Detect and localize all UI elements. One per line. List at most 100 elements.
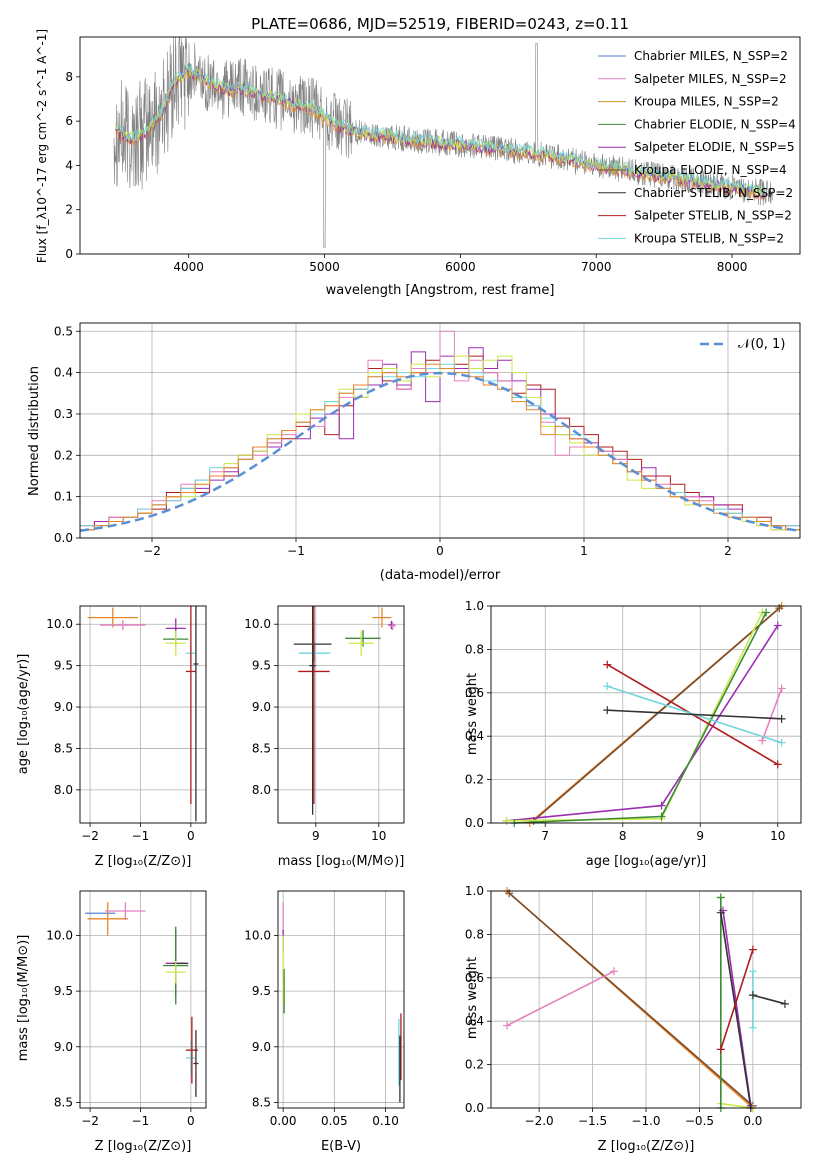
y-tick-label: 9.0 bbox=[54, 1040, 73, 1054]
plus-marker bbox=[603, 682, 612, 691]
legend-label: Chabrier STELIB, N_SSP=2 bbox=[634, 186, 793, 200]
age-weight-xlabel: age [log₁₀(age/yr)] bbox=[586, 854, 707, 869]
plus-marker bbox=[609, 967, 618, 976]
y-tick-label: 8.5 bbox=[252, 741, 271, 755]
weight-line bbox=[533, 607, 780, 822]
plus-marker bbox=[748, 945, 757, 954]
histograms bbox=[80, 330, 800, 538]
legend-label: 𝒩(0, 1) bbox=[738, 337, 785, 352]
plus-marker bbox=[603, 706, 612, 715]
x-tick-label: 9 bbox=[312, 829, 320, 843]
figure-title: PLATE=0686, MJD=52519, FIBERID=0243, z=0… bbox=[251, 15, 629, 33]
weight-line bbox=[607, 709, 782, 720]
x-tick-label: 5000 bbox=[309, 260, 340, 274]
legend-label: Salpeter ELODIE, N_SSP=5 bbox=[634, 140, 795, 154]
y-tick-label: 0.2 bbox=[465, 1058, 484, 1072]
z-mass-ylabel: mass [log₁₀(M/M⊙)] bbox=[16, 935, 31, 1062]
x-tick-label: −1.5 bbox=[578, 1114, 607, 1128]
z-age-ylabel: age [log₁₀(age/yr)] bbox=[16, 654, 31, 775]
model-spectrum bbox=[114, 63, 766, 198]
error-bars bbox=[85, 902, 199, 1097]
x-tick-label: −1 bbox=[287, 544, 305, 558]
y-tick-label: 0.5 bbox=[54, 324, 73, 338]
z-age-panel: −2 −1 0 8.0 8.5 9.0 9.5 10.0 bbox=[46, 605, 207, 843]
axes-frame bbox=[79, 322, 801, 539]
y-tick-label: 1.0 bbox=[465, 884, 484, 898]
model-spectrum bbox=[115, 63, 766, 196]
axes-frame bbox=[79, 605, 207, 824]
x-tick-label: 9 bbox=[696, 829, 704, 843]
weight-line bbox=[720, 949, 754, 1050]
axes-frame bbox=[79, 890, 207, 1109]
plus-marker bbox=[762, 608, 771, 617]
y-tick-label: 9.0 bbox=[54, 700, 73, 714]
x-tick-label: −1 bbox=[132, 829, 150, 843]
y-tick-label: 9.5 bbox=[54, 984, 73, 998]
error-bars bbox=[293, 606, 396, 815]
x-tick-label: −1 bbox=[132, 1114, 150, 1128]
y-tick-label: 0.0 bbox=[465, 816, 484, 830]
x-tick-label: 0 bbox=[436, 544, 444, 558]
plus-marker bbox=[780, 999, 789, 1008]
y-tick-label: 10.0 bbox=[244, 617, 271, 631]
weight-line bbox=[720, 912, 752, 1109]
legend-label: Kroupa ELODIE, N_SSP=4 bbox=[634, 163, 787, 177]
y-tick-label: 0.0 bbox=[465, 1101, 484, 1115]
y-tick-label: 0.6 bbox=[465, 971, 484, 985]
weight-line bbox=[508, 892, 754, 1107]
x-tick-label: −2.0 bbox=[525, 1114, 554, 1128]
ebv-mass-xlabel: E(B-V) bbox=[321, 1139, 361, 1154]
legend-label: Kroupa STELIB, N_SSP=2 bbox=[634, 231, 784, 245]
y-tick-label: 6 bbox=[65, 114, 73, 128]
x-tick-label: 6000 bbox=[445, 260, 476, 274]
y-tick-label: 0.4 bbox=[465, 1014, 484, 1028]
y-tick-label: 4 bbox=[65, 158, 73, 172]
y-tick-label: 8.5 bbox=[54, 741, 73, 755]
z-mass-xlabel: Z [log₁₀(Z/Z⊙)] bbox=[95, 1139, 192, 1154]
plus-marker bbox=[773, 621, 782, 630]
x-tick-label: −0.5 bbox=[685, 1114, 714, 1128]
y-tick-label: 0 bbox=[65, 247, 73, 261]
spectrum-ylabel: Flux [f_λ10^-17 erg cm^-2 s^-1 A^-1] bbox=[35, 29, 49, 263]
weight-line bbox=[514, 612, 767, 824]
x-tick-label: 0.10 bbox=[372, 1114, 399, 1128]
mass-age-xlabel: mass [log₁₀(M/M⊙)] bbox=[278, 854, 405, 869]
spectrum-lines bbox=[113, 37, 773, 248]
z-age-xlabel: Z [log₁₀(Z/Z⊙)] bbox=[95, 854, 192, 869]
plus-marker bbox=[502, 816, 511, 825]
z-mass-panel: −2 −1 0 8.5 9.0 9.5 10.0 bbox=[46, 890, 207, 1128]
mass-age-panel: 9 10 8.0 8.5 9.0 9.5 10.0 bbox=[244, 605, 405, 843]
plus-marker bbox=[775, 604, 784, 613]
y-tick-label: 9.5 bbox=[252, 984, 271, 998]
gaussian-curve bbox=[80, 371, 800, 533]
plus-marker bbox=[773, 760, 782, 769]
y-tick-label: 10.0 bbox=[244, 929, 271, 943]
legend-label: Chabrier MILES, N_SSP=2 bbox=[634, 49, 788, 63]
y-tick-label: 0.8 bbox=[465, 927, 484, 941]
weight-line bbox=[506, 625, 779, 822]
y-tick-label: 0.8 bbox=[465, 642, 484, 656]
plus-marker bbox=[716, 1045, 725, 1054]
x-tick-label: 7000 bbox=[581, 260, 612, 274]
y-tick-label: 8.5 bbox=[54, 1095, 73, 1109]
plus-marker bbox=[748, 991, 757, 1000]
residual-ylabel: Normed distribution bbox=[27, 366, 42, 496]
y-tick-label: 9.0 bbox=[252, 700, 271, 714]
y-tick-label: 1.0 bbox=[465, 599, 484, 613]
x-tick-label: −2 bbox=[81, 829, 99, 843]
y-tick-label: 2 bbox=[65, 203, 73, 217]
y-tick-label: 0.3 bbox=[54, 407, 73, 421]
plus-marker bbox=[777, 738, 786, 747]
axes-frame bbox=[490, 890, 802, 1109]
residual-panel: −2 −1 0 1 2 0.0 0.1 0.2 0.3 0.4 0.5 𝒩(0, 1) bbox=[54, 322, 801, 558]
error-bars bbox=[87, 606, 199, 822]
age-weight-panel: 7 8 9 10 0.0 0.2 0.4 0.6 0.8 1.0 bbox=[465, 599, 802, 843]
weight-line bbox=[761, 688, 783, 741]
x-tick-label: 2 bbox=[724, 544, 732, 558]
spectrum-xlabel: wavelength [Angstrom, rest frame] bbox=[326, 283, 555, 298]
x-tick-label: 10 bbox=[371, 829, 386, 843]
x-tick-label: −1.0 bbox=[631, 1114, 660, 1128]
plus-marker bbox=[657, 801, 666, 810]
axes-frame bbox=[79, 36, 801, 255]
